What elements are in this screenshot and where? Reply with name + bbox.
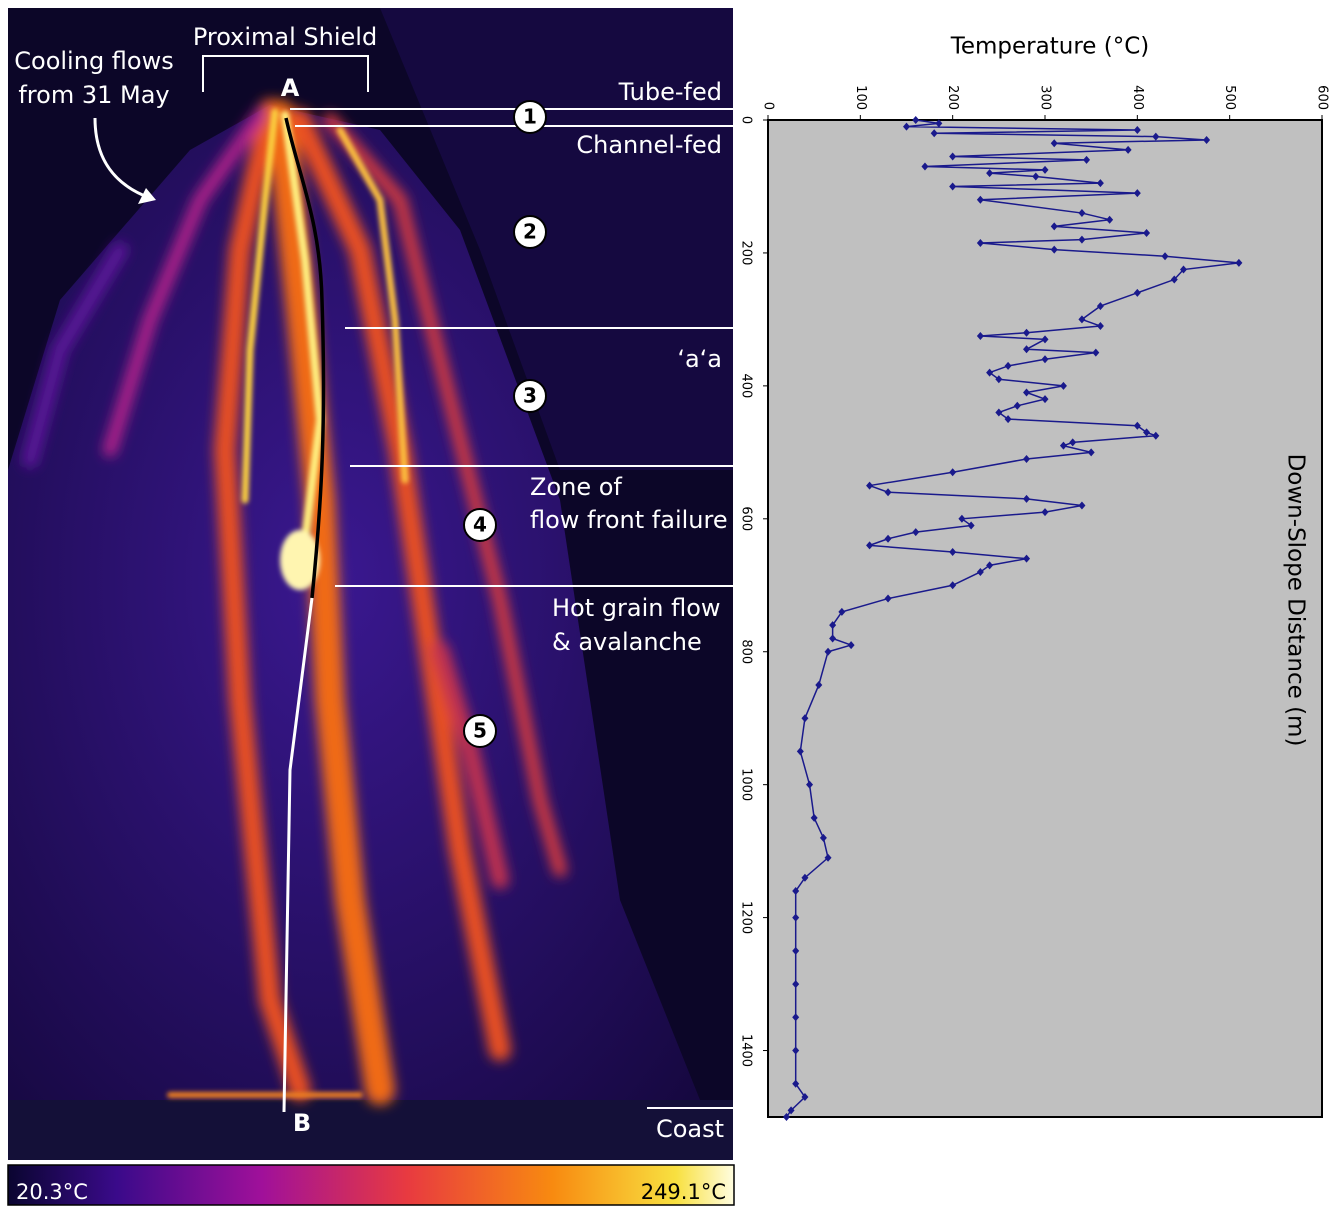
x-tick-label: 600 (739, 506, 754, 531)
zone-label: Channel-fed (576, 131, 722, 159)
zone-label: ‘a‘a (677, 345, 722, 373)
y-tick-label: 200 (945, 85, 960, 110)
colorbar-label: 249.1°C (641, 1180, 726, 1204)
zone-number: 4 (473, 513, 487, 537)
x-tick-label: 400 (739, 373, 754, 398)
zone-label: Tube-fed (618, 78, 722, 106)
figure: Proximal Shield Cooling flows from 31 Ma… (0, 0, 1337, 1207)
x-tick-label: 800 (739, 639, 754, 664)
annotation: from 31 May (18, 81, 169, 109)
zone-number: 3 (523, 384, 537, 408)
zone-number: 5 (473, 719, 487, 743)
y-tick-label: 400 (1130, 85, 1145, 110)
zone-number: 1 (523, 105, 537, 129)
x-tick-label: 200 (739, 241, 754, 266)
plot-area (768, 120, 1322, 1117)
zone-label: Zone of (530, 473, 622, 501)
zone-label: & avalanche (552, 628, 702, 656)
x-tick-label: 1200 (739, 901, 754, 934)
point-label: B (293, 1109, 311, 1137)
y-tick-label: 0 (761, 102, 776, 110)
zone-label: Hot grain flow (552, 594, 721, 622)
x-tick-label: 1400 (739, 1034, 754, 1067)
zone-label: flow front failure (530, 506, 728, 534)
annotation: Cooling flows (14, 47, 173, 75)
colorbar: 20.3°C 249.1°C (8, 1165, 734, 1205)
annotation: Proximal Shield (193, 23, 377, 51)
annotation: Coast (656, 1115, 724, 1143)
y-tick-label: 300 (1038, 85, 1053, 110)
chart: Temperature (°C) Down-Slope Distance (m)… (739, 34, 1330, 1122)
y-tick-label: 600 (1315, 85, 1330, 110)
y-tick-label: 500 (1222, 85, 1237, 110)
y-tick-label: 100 (853, 85, 868, 110)
colorbar-label: 20.3°C (16, 1180, 88, 1204)
zone-number: 2 (523, 220, 537, 244)
point-label: A (281, 74, 300, 102)
x-tick-label: 1000 (739, 768, 754, 801)
axis-title: Down-Slope Distance (m) (1283, 454, 1309, 747)
thermal-image: Proximal Shield Cooling flows from 31 Ma… (8, 8, 733, 1160)
axis-title: Temperature (°C) (950, 34, 1150, 60)
x-tick-label: 0 (739, 116, 754, 124)
